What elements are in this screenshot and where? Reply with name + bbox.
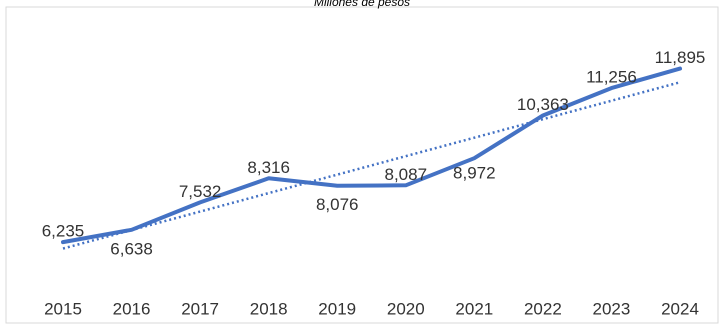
x-tick-label: 2016 <box>113 299 151 318</box>
data-label: 11,256 <box>586 68 637 87</box>
x-tick-label: 2021 <box>455 299 493 318</box>
chart-subtitle: Millones de pesos <box>313 0 411 9</box>
x-tick-label: 2015 <box>44 299 82 318</box>
x-tick-label: 2020 <box>387 299 425 318</box>
data-label: 7,532 <box>179 182 222 201</box>
data-label: 8,087 <box>385 165 428 184</box>
data-label: 8,972 <box>453 164 496 183</box>
trendline <box>62 81 681 250</box>
plot-border <box>5 6 719 324</box>
x-tick-label: 2024 <box>661 299 699 318</box>
series-line <box>61 66 682 245</box>
data-label: 6,638 <box>110 239 153 258</box>
data-label: 8,076 <box>316 195 359 214</box>
data-label: 8,316 <box>247 158 290 177</box>
x-tick-label: 2019 <box>318 299 356 318</box>
data-label: 10,363 <box>517 95 569 114</box>
data-label: 11,895 <box>655 48 706 67</box>
x-tick-label: 2023 <box>593 299 631 318</box>
x-tick-label: 2022 <box>524 299 562 318</box>
data-label: 6,235 <box>42 222 85 241</box>
x-tick-label: 2017 <box>181 299 219 318</box>
x-tick-label: 2018 <box>250 299 288 318</box>
